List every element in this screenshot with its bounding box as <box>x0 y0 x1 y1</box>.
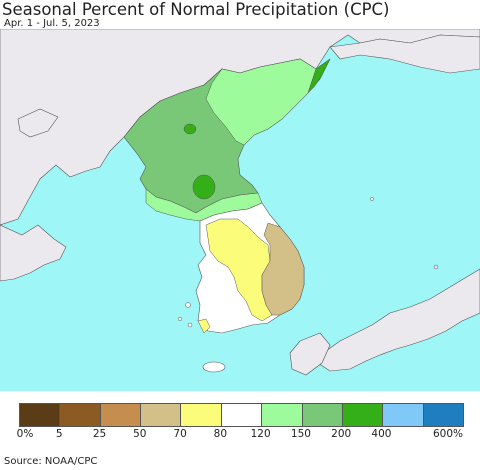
japan-land <box>317 268 480 372</box>
nk-light-green-north <box>205 58 317 146</box>
legend-ticks: 0% 5 25 50 70 80 120 150 200 400 600% <box>0 428 480 442</box>
nk-dark-green-coast <box>307 58 331 94</box>
color-legend <box>19 403 464 427</box>
sk-yellow-south <box>197 318 211 334</box>
liaodong-land <box>17 108 59 138</box>
legend-swatch <box>100 404 142 426</box>
legend-swatch <box>141 404 182 426</box>
nk-dark-green-blob-1 <box>192 174 216 200</box>
japan-island-kyushu <box>289 332 331 376</box>
legend-tick-label: 50 <box>133 428 147 440</box>
island <box>177 316 183 322</box>
legend-swatch <box>181 404 222 426</box>
legend-swatch <box>221 404 263 426</box>
island <box>185 302 191 308</box>
shandong-land <box>0 224 67 282</box>
date-range: Apr. 1 - Jul. 5, 2023 <box>4 18 100 29</box>
legend-swatch <box>262 404 303 426</box>
legend-tick-label: 400 <box>371 428 392 440</box>
legend-tick-label: 200 <box>331 428 352 440</box>
russia-land <box>329 34 480 74</box>
legend-swatch <box>342 404 384 426</box>
source-credit: Source: NOAA/CPC <box>4 456 98 467</box>
legend-tick-label: 70 <box>173 428 187 440</box>
legend-swatch <box>383 404 424 426</box>
legend-tick-label: 150 <box>290 428 311 440</box>
precip-map <box>0 29 480 391</box>
island <box>370 197 374 201</box>
map-title: Seasonal Percent of Normal Precipitation… <box>2 0 390 19</box>
island <box>433 264 439 270</box>
legend-tick-label: 25 <box>92 428 107 440</box>
legend-tick-label: 5 <box>55 428 63 440</box>
legend-swatch <box>60 404 101 426</box>
nk-dark-green-blob-2 <box>183 123 197 135</box>
legend-swatch <box>423 404 463 426</box>
legend-tick-label: 0% <box>16 428 34 440</box>
legend-tick-label: 80 <box>213 428 228 440</box>
jeju-island <box>202 361 226 373</box>
legend-tick-label: 120 <box>250 428 271 440</box>
island <box>187 322 193 328</box>
sk-tan-region <box>261 222 305 316</box>
legend-tick-label: 600% <box>432 428 464 440</box>
legend-swatch <box>302 404 343 426</box>
map-panel <box>0 29 480 391</box>
legend-swatch <box>20 404 61 426</box>
